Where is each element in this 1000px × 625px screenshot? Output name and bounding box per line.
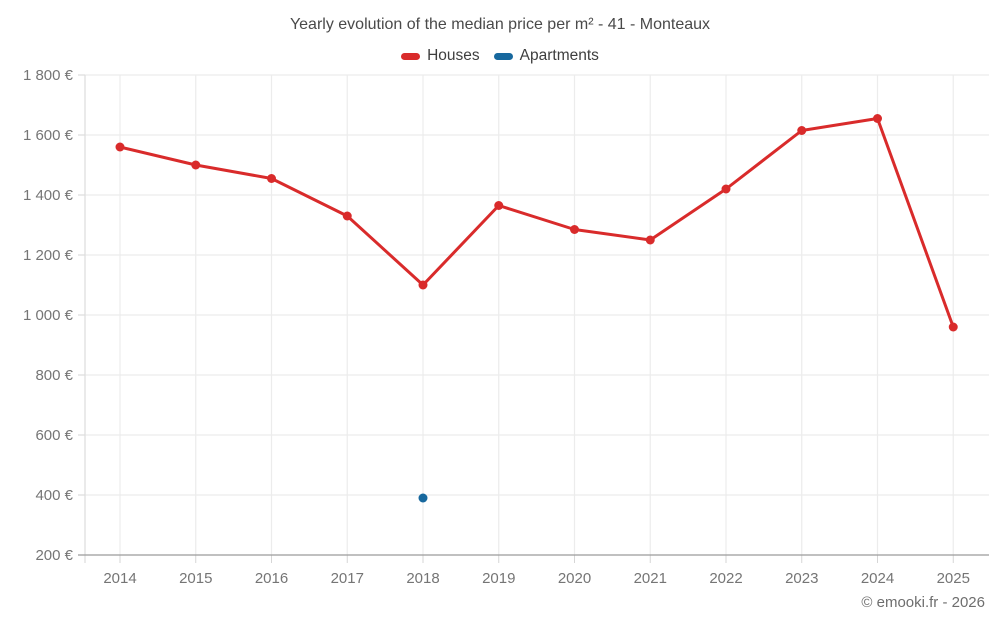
y-axis-label: 200 € bbox=[35, 547, 73, 564]
houses-point-2018[interactable] bbox=[418, 280, 428, 290]
houses-legend-swatch bbox=[401, 52, 421, 60]
houses-point-2017[interactable] bbox=[342, 211, 352, 221]
legend-item-apartments[interactable]: Apartments bbox=[493, 47, 599, 65]
copyright-credit: © emooki.fr - 2026 bbox=[861, 594, 985, 611]
x-axis-label: 2015 bbox=[179, 570, 212, 587]
y-axis-label: 1 800 € bbox=[23, 67, 74, 84]
x-axis-label: 2025 bbox=[937, 570, 970, 587]
y-axis-label: 1 000 € bbox=[23, 307, 74, 324]
houses-point-2023[interactable] bbox=[797, 126, 807, 135]
houses-point-2015[interactable] bbox=[191, 160, 201, 170]
y-axis-label: 1 600 € bbox=[23, 127, 74, 144]
x-axis-label: 2016 bbox=[255, 570, 288, 587]
x-axis-label: 2022 bbox=[709, 570, 742, 587]
chart-legend: Houses Apartments bbox=[0, 46, 1000, 66]
houses-point-2020[interactable] bbox=[570, 225, 579, 234]
y-axis-label: 1 200 € bbox=[23, 247, 74, 264]
houses-point-2024[interactable] bbox=[873, 114, 882, 123]
houses-line bbox=[118, 117, 955, 329]
apartments-point-2018[interactable] bbox=[418, 493, 428, 503]
houses-point-2025[interactable] bbox=[948, 322, 958, 332]
x-axis-label: 2021 bbox=[634, 570, 667, 587]
houses-point-2022[interactable] bbox=[721, 184, 731, 194]
x-axis-label: 2017 bbox=[331, 570, 364, 587]
apartments-legend-label: Apartments bbox=[519, 47, 599, 64]
y-axis-label: 1 400 € bbox=[23, 187, 74, 204]
houses-point-2014[interactable] bbox=[115, 142, 125, 152]
y-axis-label: 400 € bbox=[35, 487, 73, 504]
y-axis-label: 800 € bbox=[35, 367, 73, 384]
legend-item-houses[interactable]: Houses bbox=[401, 47, 480, 65]
x-axis-label: 2014 bbox=[103, 570, 136, 587]
apartments-legend-swatch bbox=[493, 52, 513, 60]
chart-title: Yearly evolution of the median price per… bbox=[289, 16, 711, 33]
houses-point-2021[interactable] bbox=[645, 235, 655, 245]
houses-legend-label: Houses bbox=[427, 47, 480, 64]
x-axis-label: 2023 bbox=[785, 570, 818, 587]
y-axis-label: 600 € bbox=[35, 427, 73, 444]
x-axis-label: 2019 bbox=[482, 570, 515, 587]
x-axis-label: 2020 bbox=[558, 570, 591, 587]
x-axis-label: 2024 bbox=[861, 570, 894, 587]
houses-point-2016[interactable] bbox=[267, 174, 276, 183]
houses-point-2019[interactable] bbox=[494, 201, 504, 210]
x-axis-label: 2018 bbox=[406, 570, 439, 587]
